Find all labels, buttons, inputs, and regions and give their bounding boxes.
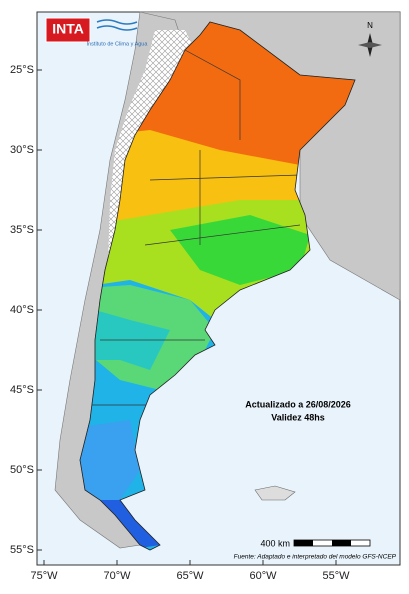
validity-text: Validez 48hs [271, 412, 325, 422]
field-blue [80, 420, 140, 500]
scale-label: 400 km [260, 538, 290, 548]
field-green [170, 215, 310, 285]
lat-label: 55°S [10, 544, 34, 556]
lat-label: 50°S [10, 464, 34, 476]
source-text: Fuente: Adaptado e interpretado del mode… [234, 554, 397, 561]
argentina-border [79, 21, 356, 551]
institute-name: Instituto de Clima y Agua [87, 41, 149, 47]
scale-bar [293, 539, 371, 547]
lat-label: 35°S [10, 224, 34, 236]
north-arrow: N [358, 21, 382, 57]
logo-waves [96, 19, 138, 31]
north-label: N [367, 21, 373, 30]
malvinas [254, 485, 296, 501]
lon-label: 75°W [30, 570, 58, 582]
province-borders [90, 49, 301, 406]
logo-box [45, 17, 91, 43]
lon-label: 60°W [249, 570, 277, 582]
lat-label: 45°S [10, 384, 34, 396]
lon-label: 65°W [176, 570, 204, 582]
lon-label: 55°W [322, 570, 350, 582]
lat-label: 25°S [10, 64, 34, 76]
lat-label: 30°S [10, 144, 34, 156]
logo-text: INTA [52, 21, 84, 37]
lat-label: 40°S [10, 304, 34, 316]
lon-label: 70°W [103, 570, 131, 582]
updated-text: Actualizado a 26/08/2026 [245, 399, 351, 409]
